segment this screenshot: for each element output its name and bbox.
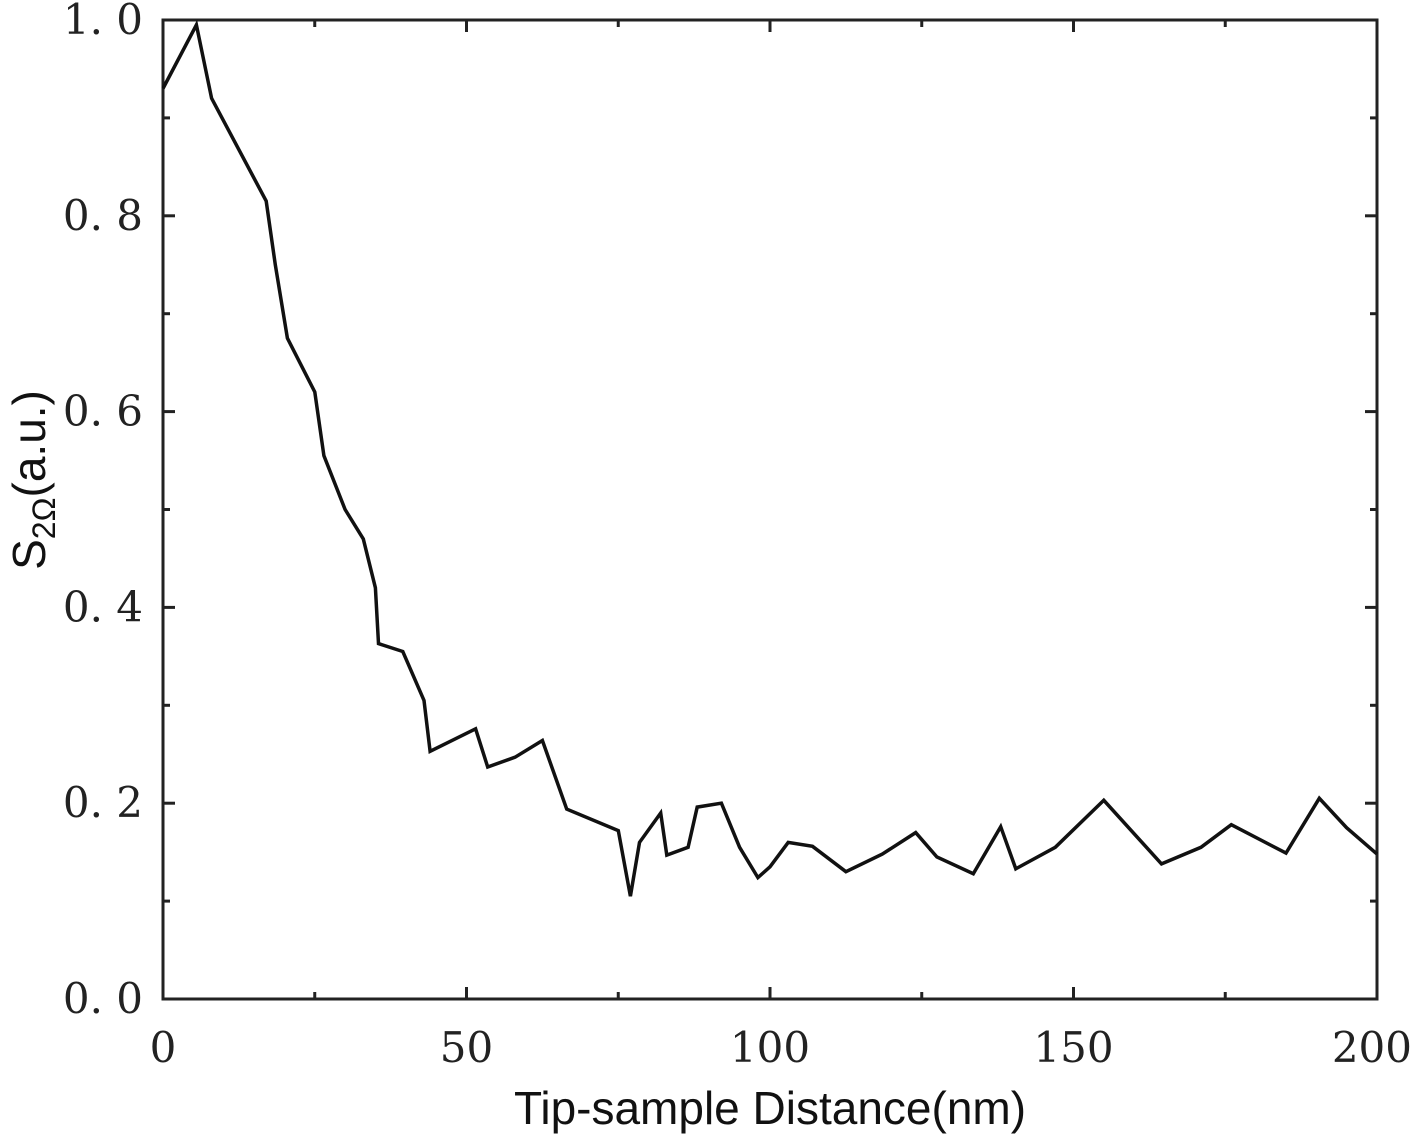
x-tick-label: 50: [440, 1023, 493, 1072]
y-axis-ticks: [163, 18, 1377, 1001]
y-tick-label: 0. 6: [63, 387, 143, 436]
y-tick-label: 0. 4: [63, 582, 143, 631]
y-tick-label: 1. 0: [63, 0, 143, 44]
x-axis-tick-labels: 0 50 100 150 200: [150, 1023, 1412, 1072]
y-axis-title-unit: (a.u.): [3, 390, 55, 497]
x-tick-label: 0: [150, 1023, 177, 1072]
y-axis-title-main: S: [3, 539, 55, 570]
y-tick-label: 0. 2: [63, 778, 143, 827]
x-tick-label: 150: [1033, 1023, 1113, 1072]
x-axis-title: Tip-sample Distance(nm): [514, 1082, 1026, 1134]
y-axis-tick-labels: 0. 0 0. 2 0. 4 0. 6 0. 8 1. 0: [63, 0, 143, 1023]
x-tick-label: 200: [1332, 1023, 1412, 1072]
y-axis-title-subscript: 2Ω: [26, 497, 62, 539]
y-axis-title: S2Ω(a.u.): [3, 390, 62, 570]
y-tick-label: 0. 8: [63, 191, 143, 240]
series-line: [161, 19, 1379, 897]
x-tick-label: 100: [730, 1023, 810, 1072]
y-tick-label: 0. 0: [63, 974, 143, 1023]
x-axis-ticks: [161, 20, 1379, 999]
